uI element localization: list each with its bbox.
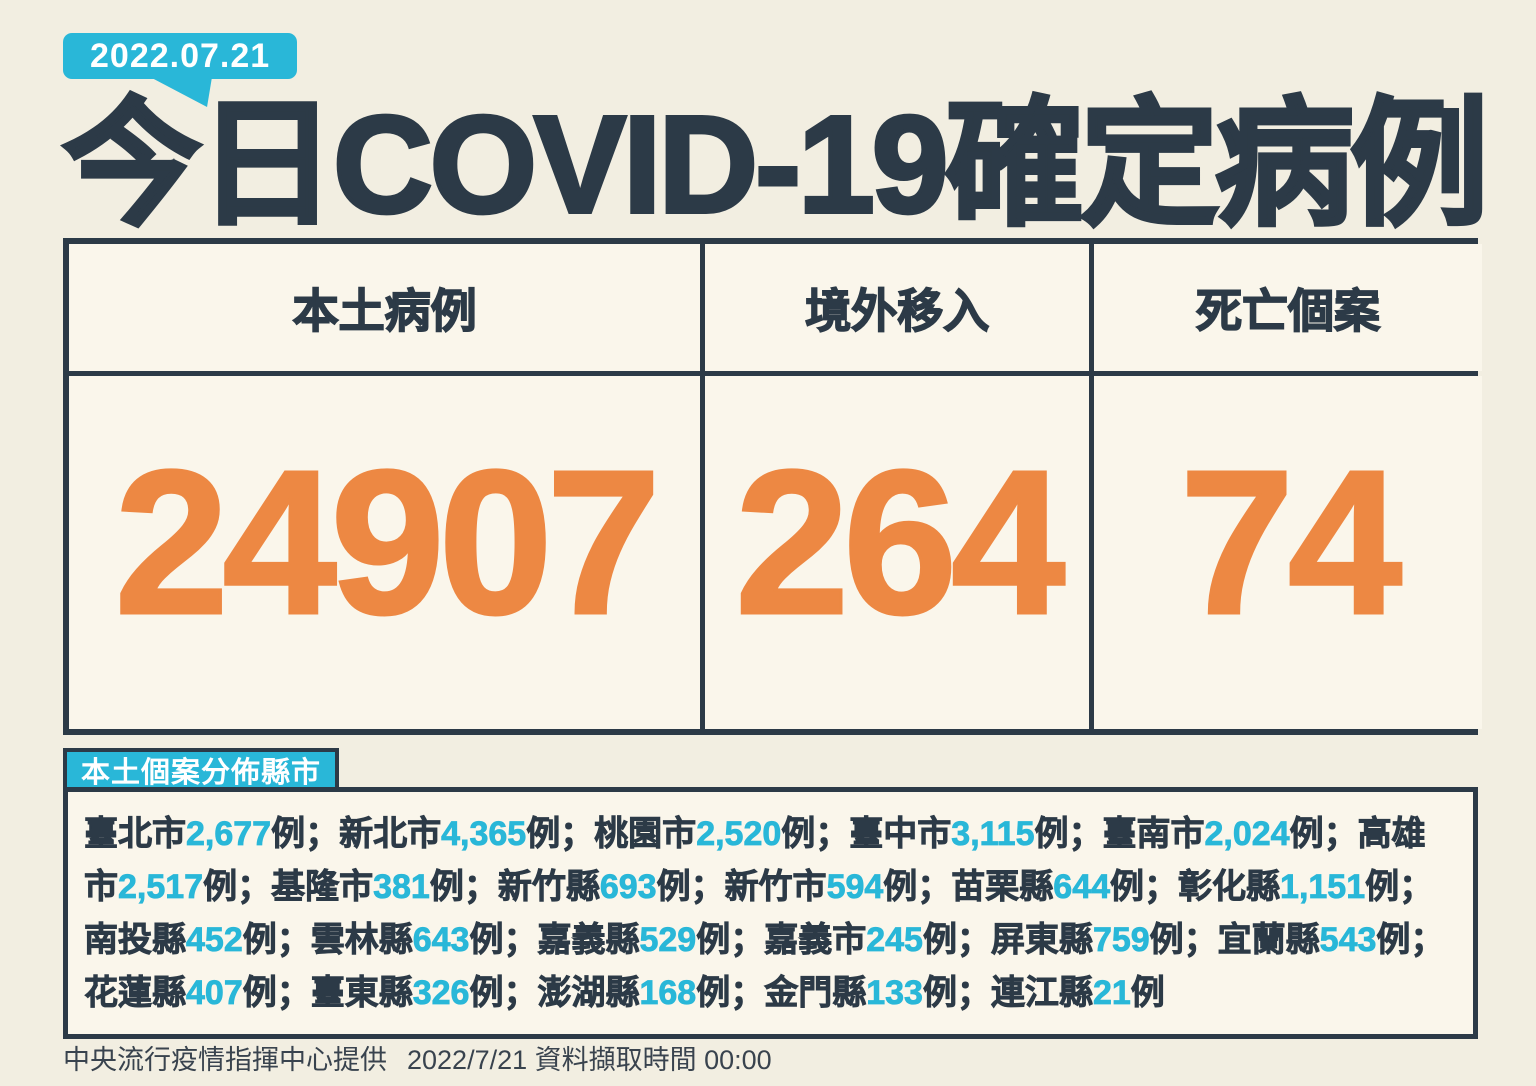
region-name: 金門縣: [764, 974, 867, 1013]
region-name: 新北市: [339, 815, 442, 854]
case-suffix: 例；: [1110, 868, 1179, 907]
region-name: 連江縣: [990, 974, 1094, 1013]
region-name: 新竹市: [724, 868, 827, 907]
case-suffix: 例；: [922, 974, 992, 1013]
region-case-count: 543: [1319, 921, 1377, 960]
region-case-count: 326: [412, 974, 470, 1013]
region-case-count: 245: [866, 921, 924, 960]
footer-source: 中央流行疫情指揮中心提供: [63, 1045, 387, 1075]
region-case-count: 21: [1092, 974, 1132, 1013]
distribution-badge: 本土個案分佈縣市: [63, 748, 340, 791]
region-name: 臺中市: [849, 815, 952, 854]
region-name: 嘉義縣: [537, 921, 640, 960]
region-case-count: 407: [186, 974, 244, 1013]
case-suffix: 例；: [1149, 921, 1218, 960]
case-suffix: 例: [1130, 974, 1165, 1013]
region-case-count: 759: [1092, 921, 1151, 960]
region-name: 臺東縣: [310, 974, 413, 1013]
header-death-cases: 死亡個案: [1094, 244, 1482, 371]
region-case-count: 452: [186, 921, 244, 960]
region-name: 南投縣: [84, 921, 187, 960]
case-suffix: 例；: [696, 921, 765, 960]
case-suffix: 例；: [271, 815, 340, 854]
summary-table: 本土病例 境外移入 死亡個案 24907 264 74: [63, 238, 1482, 735]
case-suffix: 例；: [242, 974, 311, 1013]
value-local-cases: 24907: [69, 376, 701, 729]
date-badge: 2022.07.21: [63, 33, 298, 79]
region-case-count: 529: [639, 921, 697, 960]
region-name: 基隆市: [271, 868, 374, 907]
region-name: 桃園市: [594, 815, 697, 854]
case-suffix: 例；: [922, 921, 992, 960]
region-name: 雲林縣: [310, 921, 413, 960]
header-imported-cases: 境外移入: [705, 244, 1090, 371]
footer: 中央流行疫情指揮中心提供 2022/7/21 資料擷取時間 00:00: [63, 1038, 772, 1077]
region-case-count: 2,677: [186, 815, 272, 854]
region-case-count: 594: [826, 868, 884, 907]
region-case-count: 168: [639, 974, 697, 1013]
region-case-count: 693: [599, 868, 657, 907]
region-name: 臺南市: [1102, 815, 1205, 854]
case-suffix: 例；: [1365, 868, 1434, 907]
region-case-count: 2,517: [118, 868, 204, 907]
value-imported-cases: 264: [705, 376, 1090, 729]
region-case-count: 1,151: [1280, 868, 1366, 907]
region-case-count: 643: [412, 921, 470, 960]
header-local-cases: 本土病例: [69, 244, 701, 371]
case-suffix: 例；: [1289, 815, 1358, 854]
case-suffix: 例；: [883, 868, 952, 907]
region-case-count: 3,115: [951, 815, 1035, 854]
region-name: 苗栗縣: [951, 868, 1054, 907]
region-case-count: 4,365: [441, 815, 527, 854]
region-case-count: 2,024: [1204, 815, 1290, 854]
region-name: 高雄市: [84, 815, 1426, 907]
region-case-count: 381: [373, 868, 431, 907]
distribution-text: 臺北市2,677例；新北市4,365例；桃園市2,520例；臺中市3,115例；…: [84, 808, 1457, 1020]
case-suffix: 例；: [696, 974, 765, 1013]
region-name: 宜蘭縣: [1217, 921, 1320, 960]
case-suffix: 例；: [203, 868, 272, 907]
region-name: 彰化縣: [1178, 868, 1281, 907]
case-suffix: 例；: [429, 868, 498, 907]
region-case-count: 2,520: [696, 815, 782, 854]
region-name: 臺北市: [84, 815, 187, 854]
page-title: 今日COVID-19確定病例: [61, 88, 1491, 242]
footer-retrieval-time: 2022/7/21 資料擷取時間 00:00: [407, 1045, 772, 1075]
case-suffix: 例；: [1034, 815, 1103, 854]
case-suffix: 例；: [526, 815, 595, 854]
case-suffix: 例；: [1376, 921, 1445, 960]
region-name: 新竹縣: [497, 868, 600, 907]
distribution-section: 臺北市2,677例；新北市4,365例；桃園市2,520例；臺中市3,115例；…: [63, 787, 1478, 1039]
region-name: 嘉義市: [764, 921, 867, 960]
case-suffix: 例；: [469, 921, 538, 960]
region-name: 屏東縣: [990, 921, 1094, 960]
region-name: 澎湖縣: [537, 974, 640, 1013]
case-suffix: 例；: [242, 921, 311, 960]
case-suffix: 例；: [469, 974, 538, 1013]
distribution-badge-label: 本土個案分佈縣市: [81, 756, 322, 789]
date-badge-label: 2022.07.21: [90, 36, 271, 75]
case-suffix: 例；: [656, 868, 725, 907]
region-case-count: 644: [1053, 868, 1111, 907]
region-case-count: 133: [866, 974, 924, 1013]
region-name: 花蓮縣: [84, 974, 187, 1013]
value-death-cases: 74: [1094, 376, 1482, 729]
case-suffix: 例；: [781, 815, 850, 854]
